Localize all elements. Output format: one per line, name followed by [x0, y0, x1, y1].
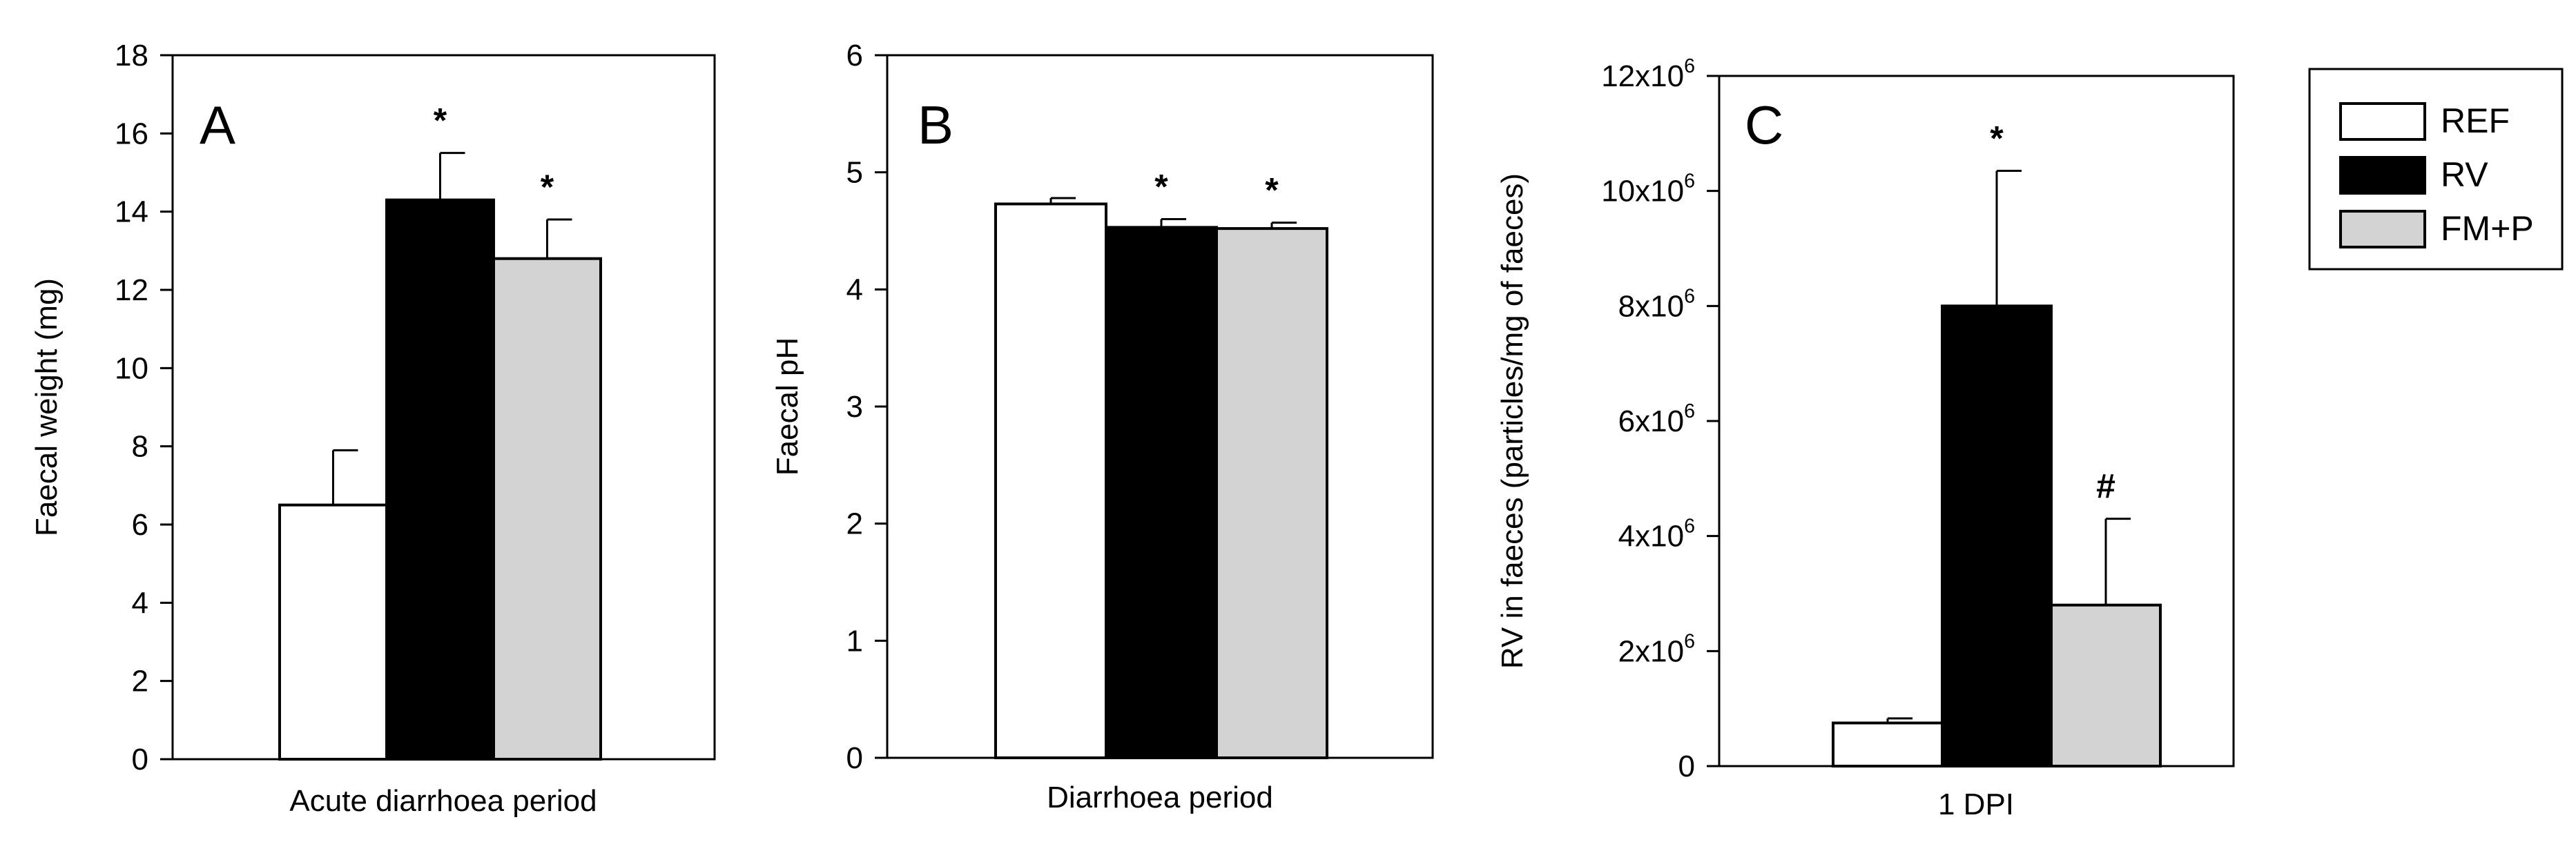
bar-a-rv: [385, 198, 495, 761]
y-tick-label-a: 14: [115, 195, 148, 229]
panel-c: 0 2x106 4x106 6x106 8x106 10x106 12x106 * # C RV i…: [1495, 55, 2235, 821]
legend-swatch-ref: [2339, 102, 2426, 141]
bar-c-rv: [1941, 304, 2053, 768]
bar-c-fm-p: [2050, 603, 2162, 768]
y-tick-label-b: 1: [846, 624, 863, 658]
y-tick-label-c: 8x106: [1618, 285, 1695, 323]
x-axis-label-b: Diarrhoea period: [1047, 781, 1273, 814]
y-tick-label-a: 8: [132, 430, 148, 464]
y-tick-label-a: 18: [115, 39, 148, 72]
bar-c-ref: [1832, 721, 1944, 767]
bar-b-ref: [994, 202, 1107, 759]
y-tick-label-a: 10: [115, 351, 148, 385]
y-tick-label-a: 12: [115, 273, 148, 307]
legend-swatch-fm-p: [2339, 210, 2426, 248]
legend-label-fm-p: FM+P: [2441, 209, 2534, 248]
panel-letter-c: C: [1745, 95, 1783, 155]
y-tick-label-c: 6x106: [1618, 400, 1695, 438]
significance-mark-b-rv: *: [1154, 168, 1168, 206]
bar-a-ref: [278, 503, 388, 761]
y-tick-label-a: 2: [132, 665, 148, 698]
bar-b-rv: [1105, 226, 1218, 760]
legend-swatch-rv: [2339, 156, 2426, 195]
panel-a: 0 2 4 6 8 10 12 14 16 18 * * A Faecal weight (mg) Acut…: [30, 39, 716, 818]
y-tick-label-c: 12x106: [1601, 55, 1695, 93]
y-tick-label-c: 2x106: [1618, 630, 1695, 668]
panel-b: 0 1 2 3 4 5 6 * * B Faecal pH Diarrhoea period: [771, 39, 1434, 814]
y-tick-label-b: 5: [846, 156, 863, 190]
y-tick-label-c: 0: [1678, 750, 1695, 783]
y-tick-label-a: 4: [132, 586, 148, 620]
y-axis-label-c: RV in faeces (particles/mg of faeces): [1495, 173, 1529, 669]
significance-mark-a-rv: *: [434, 101, 447, 140]
x-axis-label-a: Acute diarrhoea period: [289, 784, 597, 818]
y-tick-label-c: 10x106: [1601, 170, 1695, 208]
y-tick-label-b: 4: [846, 273, 863, 306]
y-axis-label-b: Faecal pH: [771, 338, 804, 476]
legend-label-ref: REF: [2441, 101, 2510, 140]
bar-a-fm-p: [492, 257, 602, 761]
legend-label-rv: RV: [2441, 155, 2488, 194]
y-tick-label-a: 6: [132, 508, 148, 542]
y-tick-label-c: 4x106: [1618, 516, 1695, 554]
y-tick-label-a: 0: [132, 743, 148, 776]
legend: REF RV FM+P: [2308, 68, 2564, 271]
y-tick-label-b: 6: [846, 39, 863, 72]
y-tick-label-a: 16: [115, 117, 148, 150]
y-tick-label-b: 0: [846, 741, 863, 775]
panel-letter-a: A: [200, 95, 235, 155]
significance-mark-c-fm-p: #: [2096, 467, 2115, 506]
significance-mark-b-fm-p: *: [1265, 171, 1279, 210]
significance-mark-a-fm-p: *: [541, 168, 554, 206]
x-axis-label-c: 1 DPI: [1938, 788, 2014, 821]
panel-letter-b: B: [918, 95, 953, 155]
significance-mark-c-rv: *: [1990, 119, 2004, 158]
y-tick-label-b: 2: [846, 507, 863, 541]
bar-b-fm-p: [1215, 227, 1328, 759]
y-axis-label-a: Faecal weight (mg): [30, 278, 64, 536]
y-tick-label-b: 3: [846, 390, 863, 424]
